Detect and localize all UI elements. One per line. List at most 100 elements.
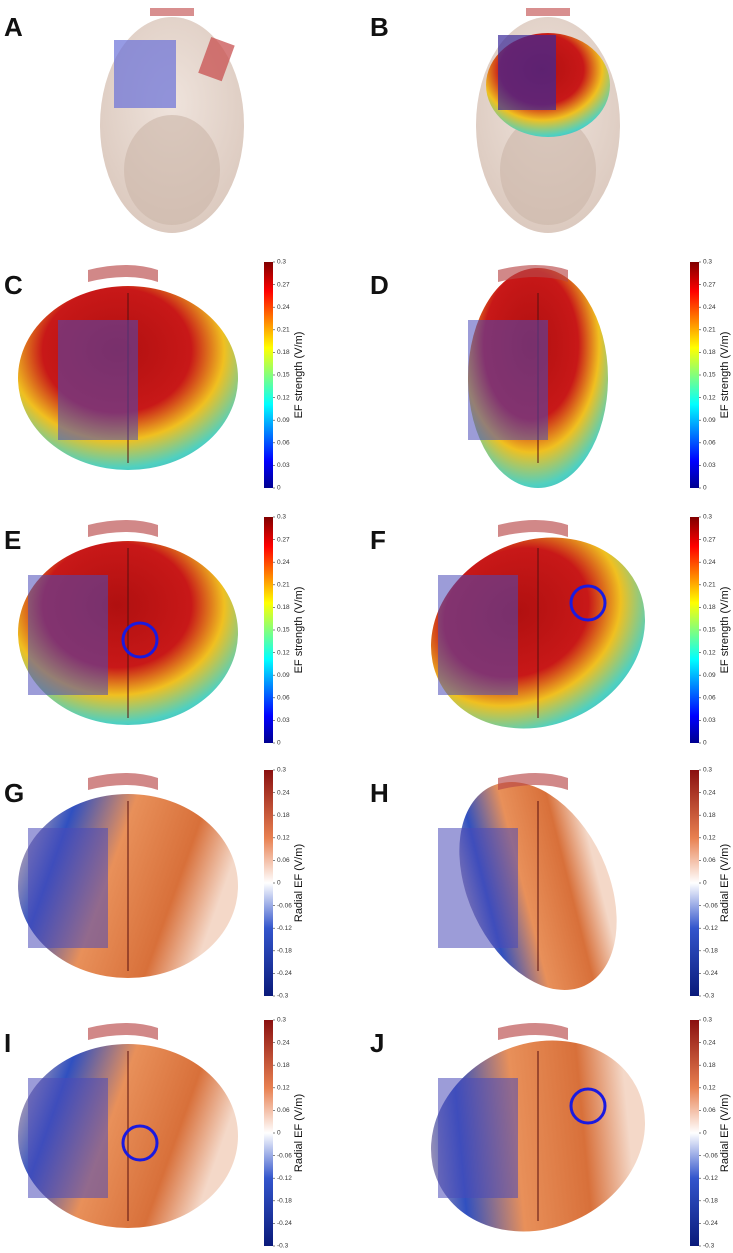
colorbar-tick-label: 0.27 (703, 536, 716, 543)
panel: B (370, 8, 620, 233)
panel: F 0 0.03 0.06 0.09 0.12 0.15 0.18 0.21 0.24 0.27 0.… (370, 514, 731, 747)
colorbar-tick-label: 0.12 (703, 394, 716, 401)
colorbar-tick-label: 0.06 (277, 1107, 290, 1114)
colorbar-tick-label: 0.3 (277, 259, 286, 266)
colorbar-tick-label: 0 (277, 485, 281, 492)
colorbar-tick-label: 0.03 (703, 717, 716, 724)
colorbar-tick-label: 0.06 (277, 857, 290, 864)
electrode-blue (58, 320, 138, 440)
colorbar-tick-label: 0.12 (277, 649, 290, 656)
colorbar-tick-label: 0.12 (703, 1085, 716, 1092)
colorbar-tick-label: 0.24 (703, 789, 716, 796)
colorbar-title: Radial EF (V/m) (293, 844, 305, 922)
colorbar-title: Radial EF (V/m) (293, 1094, 305, 1172)
colorbar-tick-label: -0.18 (703, 1198, 718, 1205)
colorbar-tick-label: -0.12 (703, 1175, 718, 1182)
panel-label: E (4, 525, 21, 555)
colorbar-tick-label: -0.18 (703, 948, 718, 955)
electrode-blue (468, 320, 548, 440)
colorbar-tick-label: 0.24 (277, 789, 290, 796)
colorbar-tick-label: -0.06 (277, 902, 292, 909)
face (124, 115, 220, 225)
electrode-red (498, 265, 568, 282)
target-circle (569, 584, 607, 622)
colorbar (690, 770, 699, 996)
electrode-red (88, 520, 158, 537)
colorbar-tick-label: -0.12 (277, 1175, 292, 1182)
panel: C 0 0.03 0.06 0.09 0.12 0.15 0.18 0.21 0.24 0.27 0.… (4, 259, 305, 492)
colorbar-title: EF strength (V/m) (719, 587, 731, 674)
colorbar-tick-label: 0.3 (703, 514, 712, 521)
panel-label: J (370, 1028, 384, 1058)
electrode-red (198, 37, 235, 82)
colorbar-tick-label: 0.06 (277, 440, 290, 447)
colorbar-tick-label: 0 (277, 1130, 281, 1137)
panel: G -0.3 -0.24 -0.18 -0.12 -0.06 0 0.06 0.12 0.18 0.… (4, 767, 305, 1000)
colorbar (690, 517, 699, 743)
colorbar (264, 517, 273, 743)
colorbar-tick-label: 0 (703, 485, 707, 492)
colorbar-tick-label: -0.3 (277, 993, 289, 1000)
electrode-blue (438, 828, 518, 948)
colorbar (264, 1020, 273, 1246)
colorbar-tick-label: 0.21 (703, 327, 716, 334)
colorbar-tick-label: 0 (277, 880, 281, 887)
colorbar-tick-label: -0.3 (703, 993, 715, 1000)
colorbar-tick-label: 0.12 (277, 835, 290, 842)
colorbar-tick-label: 0.18 (703, 812, 716, 819)
colorbar-tick-label: 0.18 (277, 604, 290, 611)
colorbar (690, 1020, 699, 1246)
colorbar-tick-label: -0.06 (277, 1152, 292, 1159)
panel-label: B (370, 12, 389, 42)
panel-label: A (4, 12, 23, 42)
colorbar-tick-label: 0.21 (277, 582, 290, 589)
colorbar-tick-label: 0.3 (277, 514, 286, 521)
colorbar-tick-label: 0.06 (703, 440, 716, 447)
colorbar-tick-label: -0.24 (277, 1220, 292, 1227)
colorbar-title: Radial EF (V/m) (719, 844, 731, 922)
panel-label: F (370, 525, 386, 555)
colorbar-tick-label: 0 (277, 740, 281, 747)
face (500, 115, 596, 225)
electrode-top (150, 8, 194, 16)
colorbar-tick-label: 0.09 (703, 672, 716, 679)
colorbar-tick-label: -0.24 (703, 970, 718, 977)
electrode-blue (28, 828, 108, 948)
electrode-blue (114, 40, 176, 108)
colorbar-tick-label: 0.24 (277, 559, 290, 566)
colorbar-tick-label: -0.24 (703, 1220, 718, 1227)
colorbar (690, 262, 699, 488)
colorbar-tick-label: 0.15 (703, 627, 716, 634)
electrode-red (498, 520, 568, 537)
colorbar-tick-label: 0.18 (277, 812, 290, 819)
electrode-blue (438, 575, 518, 695)
colorbar-tick-label: 0.09 (277, 417, 290, 424)
colorbar-tick-label: 0.06 (277, 695, 290, 702)
colorbar-tick-label: 0.12 (277, 394, 290, 401)
colorbar-tick-label: 0.24 (703, 1039, 716, 1046)
colorbar-tick-label: 0.18 (277, 1062, 290, 1069)
colorbar-tick-label: 0 (703, 1130, 707, 1137)
colorbar-tick-label: -0.18 (277, 1198, 292, 1205)
colorbar-tick-label: -0.06 (703, 902, 718, 909)
colorbar-tick-label: -0.18 (277, 948, 292, 955)
colorbar-tick-label: 0.18 (277, 349, 290, 356)
colorbar-tick-label: 0.27 (703, 281, 716, 288)
colorbar-tick-label: 0.15 (277, 627, 290, 634)
colorbar-tick-label: 0.03 (703, 462, 716, 469)
colorbar-tick-label: 0.24 (277, 1039, 290, 1046)
panel: D 0 0.03 0.06 0.09 0.12 0.15 0.18 0.21 0.24 0.27 0.… (370, 259, 731, 492)
colorbar-tick-label: 0.12 (277, 1085, 290, 1092)
colorbar-tick-label: 0.15 (703, 372, 716, 379)
target-circle (121, 621, 159, 659)
colorbar-title: EF strength (V/m) (293, 332, 305, 419)
colorbar-tick-label: 0.18 (703, 604, 716, 611)
panel-label: G (4, 778, 24, 808)
colorbar-tick-label: 0.27 (277, 536, 290, 543)
colorbar (264, 262, 273, 488)
electrode-red (498, 1023, 568, 1040)
panel-label: D (370, 270, 389, 300)
panel: A (4, 8, 244, 233)
colorbar-tick-label: 0.21 (703, 582, 716, 589)
